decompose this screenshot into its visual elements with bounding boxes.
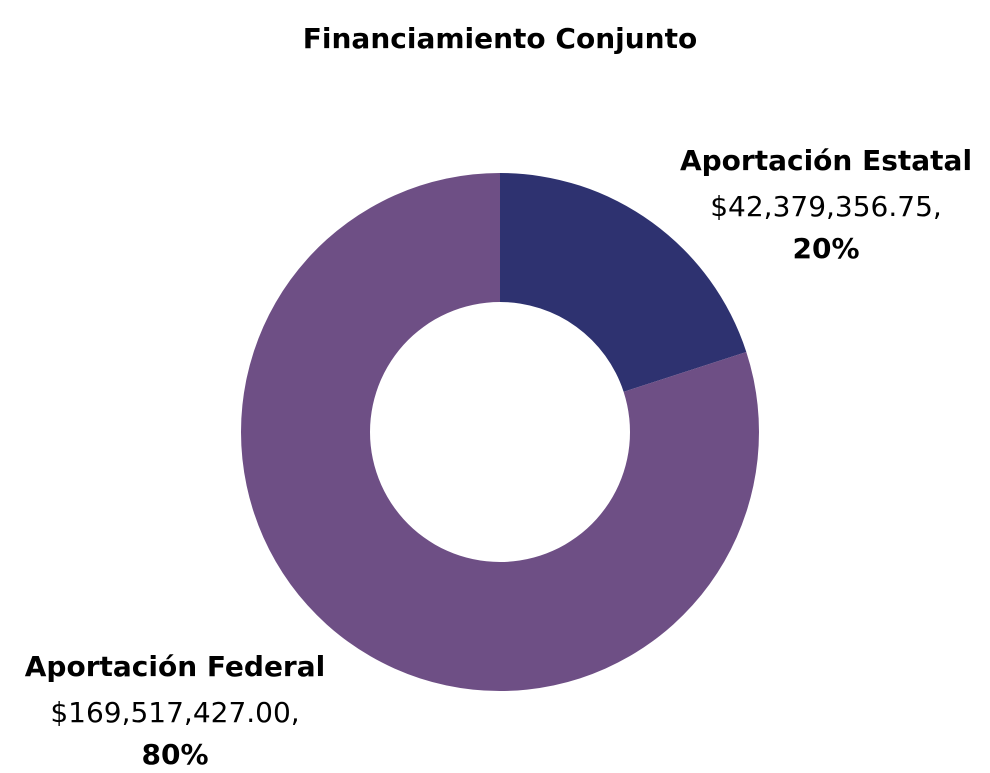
slice-percent: 80% — [141, 738, 208, 771]
slice-percent: 20% — [792, 232, 859, 265]
chart-title: Financiamiento Conjunto — [303, 22, 697, 55]
slice-name: Aportación Federal — [25, 650, 325, 683]
slice-amount: $42,379,356.75, — [710, 190, 942, 223]
slice-amount: $169,517,427.00, — [50, 696, 299, 729]
slice-name: Aportación Estatal — [680, 144, 972, 177]
donut-slice — [240, 173, 759, 691]
donut-slice — [500, 173, 747, 392]
